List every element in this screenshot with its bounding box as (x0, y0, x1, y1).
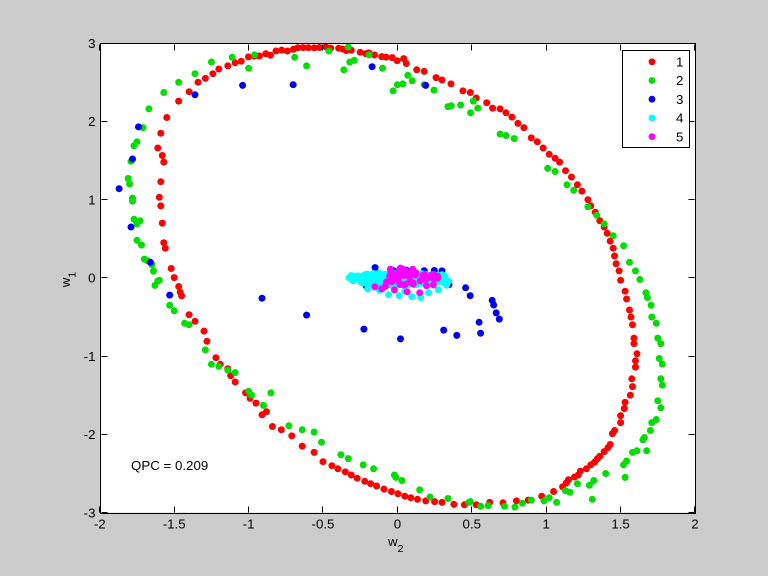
svg-text:-1: -1 (243, 517, 255, 532)
svg-text:-1.5: -1.5 (163, 517, 186, 532)
svg-text:1: 1 (676, 55, 683, 70)
svg-text:0: 0 (88, 271, 95, 286)
svg-text:-3: -3 (84, 505, 96, 520)
svg-text:QPC = 0.209: QPC = 0.209 (131, 458, 208, 473)
svg-text:5: 5 (676, 129, 683, 144)
svg-text:3: 3 (676, 92, 683, 107)
svg-text:1: 1 (542, 517, 549, 532)
svg-text:1: 1 (88, 192, 95, 207)
svg-text:2: 2 (691, 517, 698, 532)
svg-text:-2: -2 (94, 517, 106, 532)
svg-text:0: 0 (394, 517, 401, 532)
svg-text:-0.5: -0.5 (312, 517, 335, 532)
svg-text:1.5: 1.5 (611, 517, 630, 532)
svg-text:-1: -1 (84, 349, 96, 364)
svg-text:2: 2 (88, 114, 95, 129)
svg-text:-2: -2 (84, 427, 96, 442)
svg-text:3: 3 (88, 36, 95, 51)
svg-text:2: 2 (676, 73, 683, 88)
svg-text:0.5: 0.5 (463, 517, 482, 532)
svg-text:4: 4 (676, 111, 683, 126)
